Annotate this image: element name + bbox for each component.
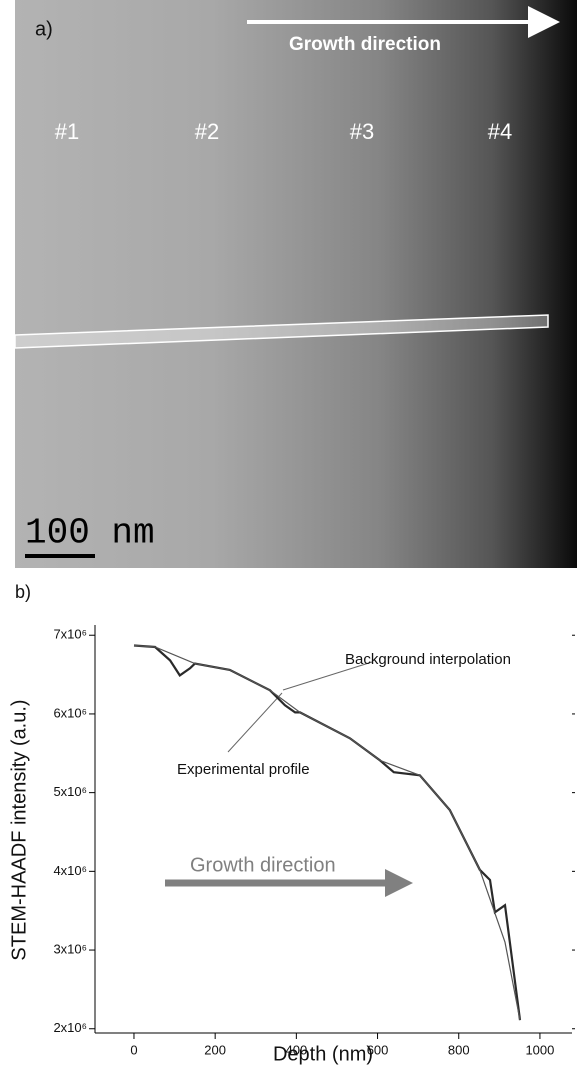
y-tick-label: 4x10⁶ (53, 863, 87, 878)
region-label: #1 (55, 119, 79, 144)
y-tick-label: 2x10⁶ (53, 1020, 87, 1035)
arrow-label: Growth direction (289, 34, 441, 55)
series-line (133, 644, 521, 1021)
leader-line (282, 661, 373, 691)
panel-label: a) (35, 18, 53, 40)
profile-region (14, 314, 549, 349)
series-line (133, 644, 522, 1021)
x-tick-label: 600 (367, 1042, 389, 1057)
panel-label: b) (15, 582, 31, 602)
micrograph (15, 0, 577, 568)
y-tick-label: 7x10⁶ (53, 627, 87, 642)
x-axis-title: Depth (nm) (273, 1043, 373, 1065)
region-label: #4 (488, 119, 512, 144)
scale-bar-label: 100 nm (25, 513, 155, 554)
annotation: Background interpolation (345, 651, 511, 668)
annotation: Experimental profile (177, 761, 310, 778)
x-tick-label: 800 (448, 1042, 470, 1057)
x-tick-label: 200 (204, 1042, 226, 1057)
y-tick-label: 3x10⁶ (53, 941, 87, 956)
arrow-label: Growth direction (190, 854, 336, 876)
leader-line (227, 692, 283, 753)
y-tick-label: 6x10⁶ (53, 705, 87, 720)
y-axis-title: STEM-HAADF intensity (a.u.) (8, 699, 30, 960)
y-tick-label: 5x10⁶ (53, 784, 87, 799)
x-tick-label: 400 (286, 1042, 308, 1057)
region-label: #3 (350, 119, 374, 144)
x-tick-label: 0 (130, 1042, 137, 1057)
x-tick-label: 1000 (525, 1042, 554, 1057)
region-label: #2 (195, 119, 219, 144)
